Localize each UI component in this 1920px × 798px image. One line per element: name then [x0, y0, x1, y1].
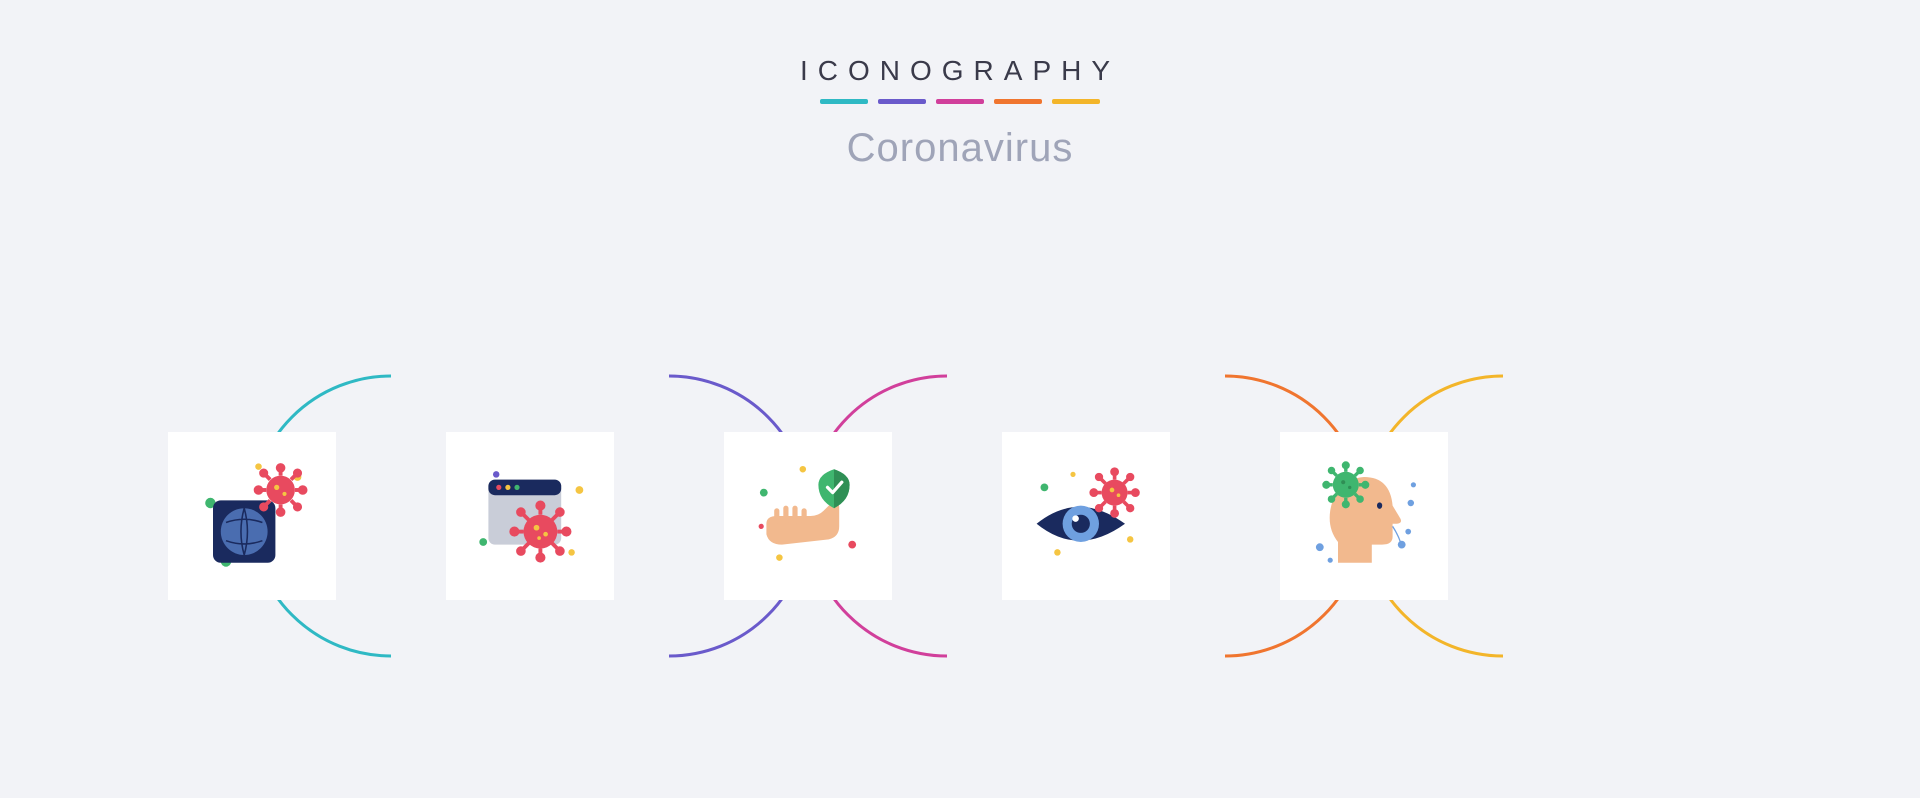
underline-seg-4 — [994, 99, 1042, 104]
head-runny-nose-icon — [1280, 432, 1448, 600]
underline-seg-2 — [878, 99, 926, 104]
underline-row — [0, 99, 1920, 104]
subtitle: Coronavirus — [0, 126, 1920, 171]
eye-virus-icon — [1002, 432, 1170, 600]
globe-virus-icon — [168, 432, 336, 600]
underline-seg-5 — [1052, 99, 1100, 104]
browser-virus-icon — [446, 432, 614, 600]
underline-seg-3 — [936, 99, 984, 104]
hand-shield-icon — [724, 432, 892, 600]
underline-seg-1 — [820, 99, 868, 104]
brand-title: ICONOGRAPHY — [0, 55, 1920, 87]
